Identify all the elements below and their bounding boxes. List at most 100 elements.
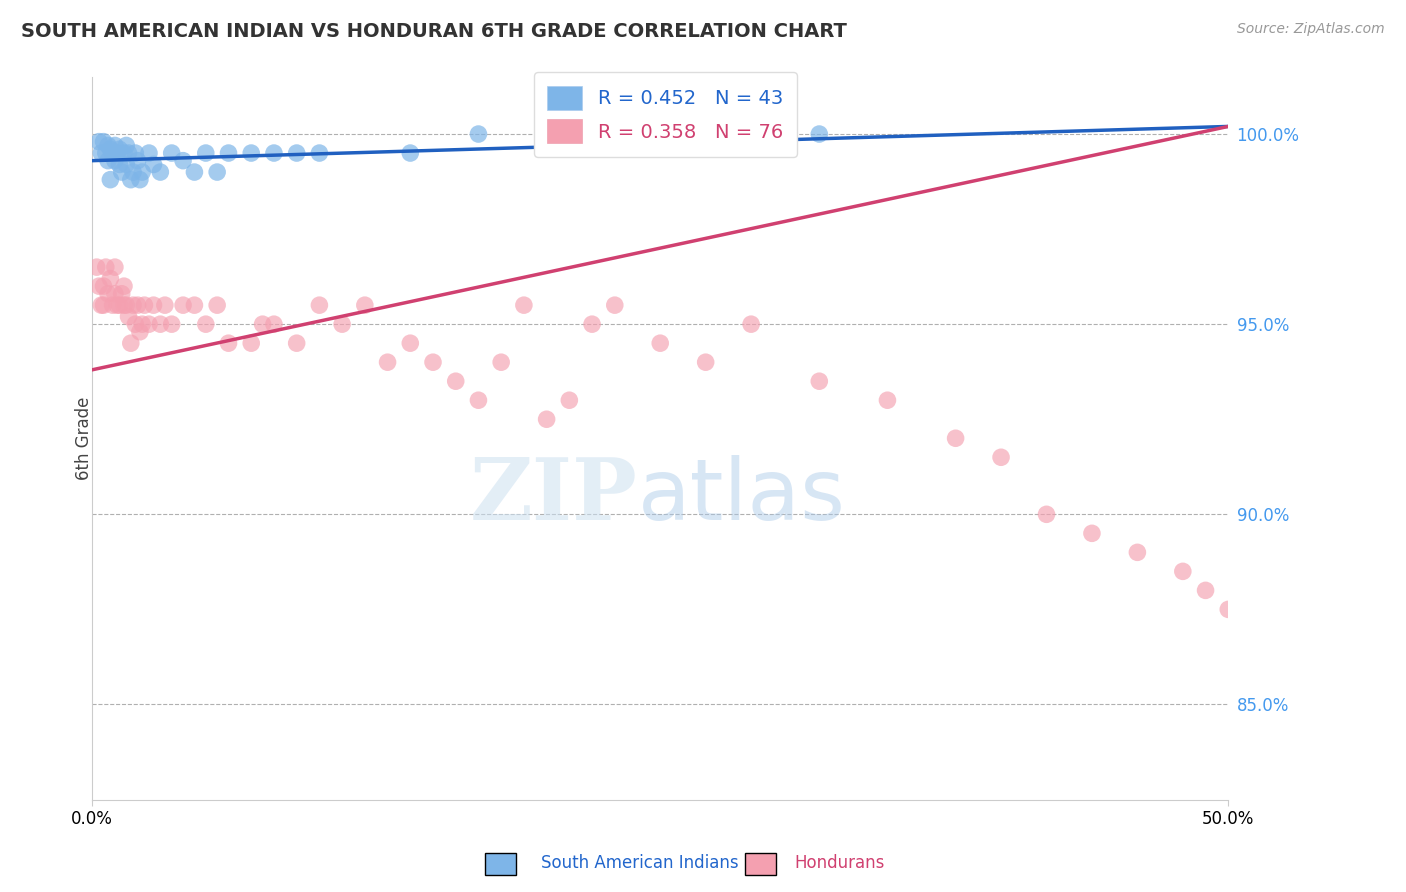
Point [122,165,145,179]
Point [194,146,217,161]
Text: Source: ZipAtlas.com: Source: ZipAtlas.com [1237,22,1385,37]
Point [108,142,131,156]
Point [120,336,142,351]
Point [308,298,330,312]
Point [149,165,172,179]
Point [183,165,205,179]
Point [115,298,138,312]
Text: SOUTH AMERICAN INDIAN VS HONDURAN 6TH GRADE CORRELATION CHART: SOUTH AMERICAN INDIAN VS HONDURAN 6TH GR… [21,22,846,41]
Text: Hondurans: Hondurans [794,855,884,872]
Point [93,298,115,312]
Point [205,298,228,312]
Point [285,336,308,351]
Point [104,138,127,153]
Point [695,127,717,141]
Point [536,412,558,426]
Point [422,355,444,369]
Point [399,336,422,351]
Point [112,298,135,312]
Point [740,317,762,331]
Point [603,298,626,312]
Point [581,127,603,141]
Point [1263,640,1285,655]
Point [128,172,150,186]
Point [808,127,831,141]
Point [93,279,115,293]
Point [1240,621,1263,635]
Point [240,146,263,161]
Point [558,393,581,408]
Point [112,279,135,293]
Point [149,317,172,331]
Point [353,298,375,312]
Point [990,450,1012,465]
Point [124,146,146,161]
Point [86,260,108,274]
Point [87,135,110,149]
Point [153,298,176,312]
Point [172,298,194,312]
Point [194,317,217,331]
Point [127,153,149,168]
Point [160,146,183,161]
Point [98,172,121,186]
Point [1171,565,1194,579]
Point [94,260,117,274]
Point [695,355,717,369]
Y-axis label: 6th Grade: 6th Grade [75,397,93,480]
Point [101,298,124,312]
Point [218,336,240,351]
Point [285,146,308,161]
Point [183,298,205,312]
Point [205,165,228,179]
Point [105,146,128,161]
Point [93,135,115,149]
Point [87,279,110,293]
Legend: R = 0.452   N = 43, R = 0.358   N = 76: R = 0.452 N = 43, R = 0.358 N = 76 [534,72,797,157]
Point [876,393,898,408]
Point [1308,678,1330,692]
Point [108,298,131,312]
Point [1330,698,1353,712]
Point [263,146,285,161]
Point [330,317,353,331]
Point [94,146,117,161]
Point [444,374,467,388]
Point [218,146,240,161]
Point [122,298,145,312]
Point [131,317,153,331]
Point [131,165,153,179]
Point [1081,526,1104,541]
Point [97,138,120,153]
Text: ZIP: ZIP [470,454,637,538]
Point [1035,508,1057,522]
Point [399,146,422,161]
Point [127,298,149,312]
Point [142,157,165,171]
Point [104,153,127,168]
Point [97,153,120,168]
Point [124,317,146,331]
Point [1194,583,1216,598]
Point [1218,602,1240,616]
Point [115,157,138,171]
Point [160,317,183,331]
Point [104,260,127,274]
Point [650,336,672,351]
Point [308,146,330,161]
Point [104,286,127,301]
Point [252,317,274,331]
Point [111,286,134,301]
Point [120,172,142,186]
Point [117,146,139,161]
Point [101,146,124,161]
Point [98,142,121,156]
Point [172,153,194,168]
Point [112,146,135,161]
Point [240,336,263,351]
Point [1285,659,1308,673]
Point [98,271,121,285]
Point [1399,743,1406,757]
Point [128,325,150,339]
Point [808,374,831,388]
